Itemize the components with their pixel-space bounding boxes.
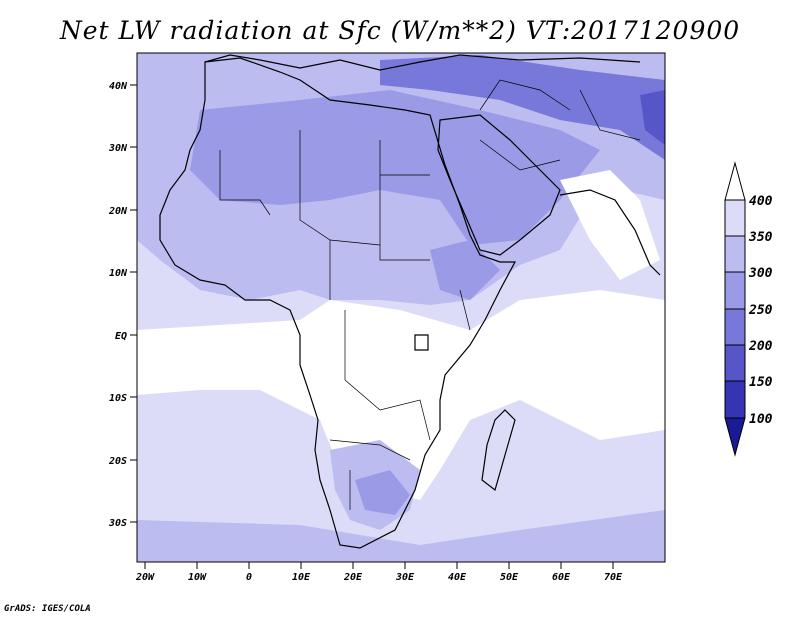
colorbar-swatch: [724, 344, 746, 382]
y-tick-label: 20N: [108, 206, 128, 217]
india-coastline: [559, 189, 661, 276]
y-tick-label: 30N: [108, 143, 128, 154]
x-tick-label: 40E: [448, 572, 467, 583]
y-tick-label: 30S: [108, 518, 127, 529]
coastlines: [159, 54, 661, 549]
lake-victoria: [414, 334, 429, 351]
colorbar-label: 200: [748, 339, 773, 354]
europe-coastline: [204, 54, 641, 71]
colorbar-label: 150: [749, 375, 773, 390]
field-band-150-iran: [640, 90, 665, 145]
country-borders: [219, 79, 641, 510]
colorbar-label: 100: [749, 412, 773, 427]
y-axis: 40N 30N 20N 10N EQ 10S 20S 30S: [108, 81, 137, 529]
madagascar-coastline: [481, 409, 516, 492]
x-tick-label: 10E: [292, 572, 311, 583]
field-band-200-mideast: [380, 55, 665, 160]
credit-label: GrADS: IGES/COLA: [4, 604, 91, 614]
colorbar-label: 300: [748, 266, 773, 281]
field-band-400-india: [560, 170, 660, 280]
field-band-250-horn: [430, 240, 500, 300]
colorbar-label: 250: [748, 303, 773, 318]
x-tick-label: 0: [246, 572, 252, 583]
field-band-400-tropics: [137, 290, 665, 500]
arabia-coastline: [437, 114, 561, 256]
colorbar-top-arrow: [724, 161, 746, 201]
colorbar-label: 350: [748, 230, 773, 245]
y-tick-label: 40N: [109, 81, 128, 92]
colorbar-swatch: [724, 308, 746, 346]
y-tick-label: 20S: [108, 456, 127, 467]
africa-coastline: [159, 57, 517, 549]
colorbar: 400 350 300 250 200 150 100: [724, 161, 773, 457]
radiation-field: [137, 53, 665, 562]
colorbar-swatch: [724, 271, 746, 310]
colorbar-swatch: [724, 235, 746, 273]
y-tick-label: 10S: [109, 393, 127, 404]
x-tick-label: 50E: [500, 572, 519, 583]
field-band-300-southern-ocean: [137, 510, 665, 562]
x-tick-label: 20E: [343, 572, 363, 583]
colorbar-swatch: [724, 380, 746, 419]
x-tick-label: 10W: [188, 572, 207, 583]
field-band-250-south: [355, 470, 410, 515]
x-tick-label: 60E: [552, 572, 571, 583]
map-frame: [136, 52, 666, 563]
field-band-250-africa: [190, 90, 600, 245]
y-tick-label: EQ: [115, 331, 127, 342]
x-axis: 20W 10W 0 10E 20E 30E 40E 50E 60E 70E: [135, 562, 623, 583]
x-tick-label: 20W: [135, 572, 155, 583]
x-tick-label: 30E: [395, 572, 415, 583]
map-title: Net LW radiation at Sfc (W/m**2) VT:2017…: [59, 16, 741, 45]
x-tick-label: 70E: [604, 572, 623, 583]
y-tick-label: 10N: [109, 268, 128, 279]
colorbar-swatch: [724, 199, 746, 237]
colorbar-label: 400: [749, 194, 773, 209]
colorbar-bottom-arrow: [724, 417, 746, 457]
